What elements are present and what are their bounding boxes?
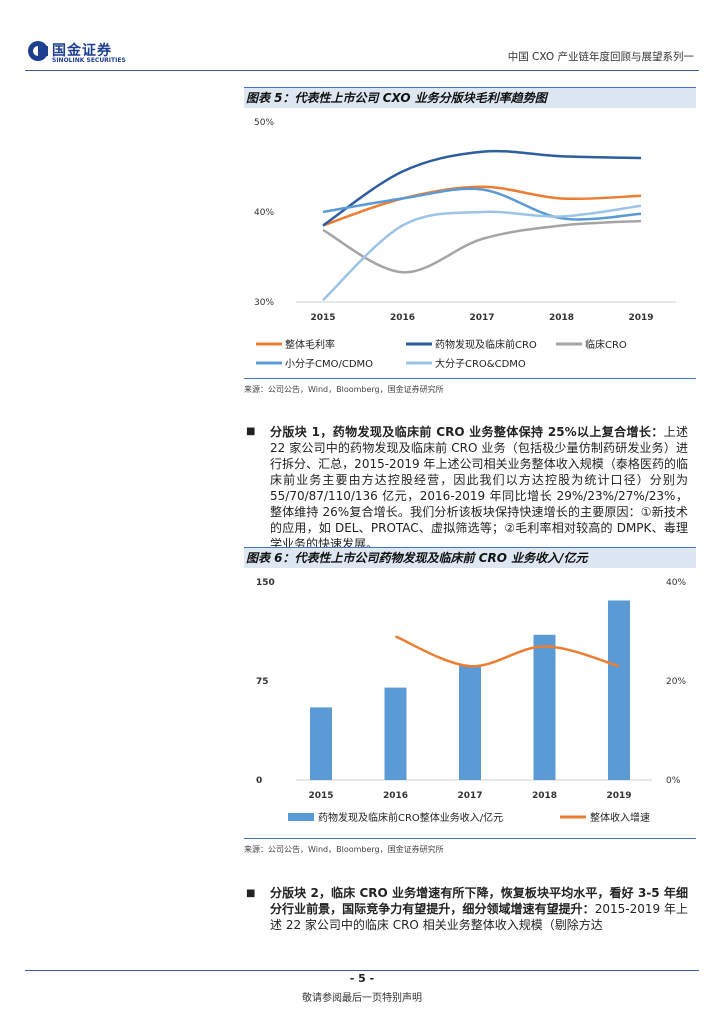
y-tick-label: 75 bbox=[256, 677, 269, 687]
y-tick-label: 150 bbox=[256, 578, 275, 588]
legend-label: 整体收入增速 bbox=[590, 811, 650, 824]
y2-tick-label: 0% bbox=[666, 776, 681, 786]
y2-tick-label: 20% bbox=[666, 677, 686, 687]
header-divider bbox=[25, 70, 699, 71]
series-line-discovery bbox=[322, 149, 642, 227]
figure5-line-chart: 30% 40% 50% 2015 2016 2017 2018 2019 整体毛利率 药物发现及临… bbox=[254, 118, 676, 370]
figure5-title: 图表 5：代表性上市公司 CXO 业务分版块毛利率趋势图 bbox=[244, 87, 696, 108]
x-tick-label: 2015 bbox=[308, 791, 333, 801]
x-tick-label: 2017 bbox=[469, 313, 494, 323]
y2-tick-label: 40% bbox=[666, 578, 686, 588]
legend-label: 临床CRO bbox=[585, 338, 627, 351]
footer-divider bbox=[25, 970, 699, 971]
paragraph-segment-2: 分版块 2，临床 CRO 业务增速有所下降，恢复板块平均水平，看好 3-5 年细… bbox=[270, 885, 688, 933]
figure6-frame: 0 75 150 0% 20% 40% 2015 2016 2017 2018 2019 药物发现及临… bbox=[244, 568, 696, 839]
revenue-bar bbox=[384, 687, 407, 780]
x-tick-label: 2016 bbox=[390, 313, 415, 323]
legend-label: 大分子CRO&CDMO bbox=[435, 357, 526, 370]
legend-label: 药物发现及临床前CRO bbox=[435, 338, 537, 351]
legend-label: 药物发现及临床前CRO整体业务收入/亿元 bbox=[318, 811, 503, 824]
revenue-bar bbox=[459, 665, 481, 780]
x-tick-label: 2018 bbox=[549, 313, 574, 323]
page-number: - 5 - bbox=[349, 972, 375, 985]
footer-disclaimer: 敬请参阅最后一页特别声明 bbox=[302, 993, 422, 1004]
bullet-icon: ■ bbox=[246, 888, 256, 899]
sinolink-logo-icon bbox=[28, 41, 48, 61]
series-line-small_molecule bbox=[322, 187, 642, 221]
y-tick-label: 40% bbox=[254, 208, 274, 218]
x-tick-label: 2019 bbox=[628, 313, 653, 323]
x-tick-label: 2019 bbox=[606, 791, 631, 801]
logo-text-cn: 国金证券 bbox=[52, 43, 112, 59]
revenue-bar bbox=[608, 600, 630, 780]
logo-text-en: SINOLINK SECURITIES bbox=[52, 57, 126, 64]
figure6-source: 来源：公司公告，Wind，Bloomberg，国金证券研究所 bbox=[244, 845, 444, 854]
revenue-bar bbox=[533, 634, 556, 780]
legend-label: 整体毛利率 bbox=[285, 338, 335, 351]
y-tick-label: 30% bbox=[254, 298, 274, 308]
figure5-source: 来源：公司公告，Wind，Bloomberg，国金证券研究所 bbox=[244, 385, 444, 394]
paragraph-lead: 分版块 1，药物发现及临床前 CRO 业务整体保持 25%以上复合增长： bbox=[270, 425, 664, 439]
series-line-overall bbox=[322, 185, 642, 227]
x-tick-label: 2018 bbox=[532, 791, 557, 801]
y-tick-label: 50% bbox=[254, 118, 274, 128]
paragraph-body: 上述 22 家公司中的药物发现及临床前 CRO 业务（包括极少量仿制药研发业务）… bbox=[270, 425, 688, 551]
figure5-frame: 30% 40% 50% 2015 2016 2017 2018 2019 整体毛利率 药物发现及临… bbox=[244, 108, 696, 379]
x-tick-label: 2016 bbox=[383, 791, 408, 801]
paragraph-segment-1: 分版块 1，药物发现及临床前 CRO 业务整体保持 25%以上复合增长：上述 2… bbox=[270, 424, 688, 552]
x-tick-label: 2017 bbox=[457, 791, 482, 801]
report-series-title: 中国 CXO 产业链年度回顾与展望系列一 bbox=[507, 51, 694, 63]
figure6-combo-chart: 0 75 150 0% 20% 40% 2015 2016 2017 2018 2019 药物发现及临… bbox=[256, 578, 686, 824]
bullet-icon: ■ bbox=[246, 426, 256, 437]
series-line-large_molecule bbox=[322, 204, 642, 302]
figure6-title: 图表 6：代表性上市公司药物发现及临床前 CRO 业务收入/亿元 bbox=[244, 547, 696, 568]
legend-label: 小分子CMO/CDMO bbox=[285, 358, 373, 370]
y-tick-label: 0 bbox=[256, 776, 262, 786]
revenue-bar bbox=[310, 707, 332, 780]
paragraph-body: 2015-2019 年上述 22 家公司中的临床 CRO 相关业务整体收入规模（… bbox=[270, 902, 688, 932]
growth-rate-line bbox=[395, 635, 620, 668]
series-line-clinical bbox=[322, 219, 642, 274]
legend-swatch bbox=[288, 813, 314, 821]
x-tick-label: 2015 bbox=[310, 313, 335, 323]
paragraph-lead: 分版块 2，临床 CRO 业务增速有所下降，恢复板块平均水平，看好 3-5 年细… bbox=[270, 886, 688, 916]
